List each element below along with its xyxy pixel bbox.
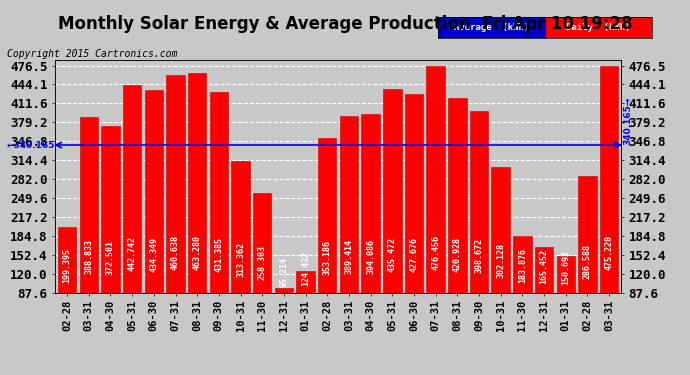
Bar: [470, 111, 489, 344]
Text: 165.452: 165.452: [540, 249, 549, 284]
Text: 431.385: 431.385: [215, 237, 224, 272]
Text: 183.876: 183.876: [518, 248, 527, 284]
Bar: [318, 138, 337, 344]
Text: Average  (kWh): Average (kWh): [454, 22, 529, 32]
Text: 372.501: 372.501: [106, 240, 115, 274]
Bar: [166, 75, 185, 344]
Bar: [297, 271, 315, 344]
Text: 442.742: 442.742: [128, 236, 137, 271]
Text: 427.676: 427.676: [409, 237, 418, 272]
Text: 398.672: 398.672: [475, 238, 484, 273]
Text: 199.395: 199.395: [63, 248, 72, 283]
Bar: [253, 193, 271, 344]
Bar: [491, 167, 510, 344]
Bar: [448, 98, 466, 344]
Bar: [58, 227, 77, 344]
Text: 95.214: 95.214: [279, 258, 288, 288]
Text: 435.472: 435.472: [388, 237, 397, 272]
Bar: [535, 247, 553, 344]
Bar: [123, 85, 141, 344]
Bar: [210, 92, 228, 344]
Text: 394.086: 394.086: [366, 238, 375, 273]
Text: 434.349: 434.349: [149, 237, 158, 272]
Bar: [405, 94, 423, 344]
Text: 420.928: 420.928: [453, 237, 462, 272]
Text: 258.303: 258.303: [258, 245, 267, 280]
Text: 302.128: 302.128: [496, 243, 505, 278]
Bar: [275, 288, 293, 344]
Bar: [578, 176, 597, 344]
Bar: [557, 256, 575, 344]
Text: 124.432: 124.432: [301, 251, 310, 286]
Bar: [339, 116, 358, 344]
Text: 150.692: 150.692: [561, 250, 570, 285]
Bar: [513, 236, 531, 344]
Text: Daily  (kWh): Daily (kWh): [566, 22, 631, 32]
Bar: [145, 90, 163, 344]
Bar: [188, 73, 206, 344]
Bar: [79, 117, 98, 344]
Text: Copyright 2015 Cartronics.com: Copyright 2015 Cartronics.com: [7, 49, 177, 59]
Bar: [383, 90, 402, 344]
Text: 389.414: 389.414: [344, 239, 353, 274]
Text: 388.833: 388.833: [84, 239, 93, 274]
Text: 475.220: 475.220: [604, 235, 613, 270]
Bar: [101, 126, 119, 344]
Text: 313.362: 313.362: [236, 242, 245, 277]
Bar: [426, 66, 445, 344]
Text: 460.638: 460.638: [171, 236, 180, 270]
Text: 286.588: 286.588: [583, 243, 592, 279]
Text: ←340.165: ←340.165: [7, 141, 55, 150]
Text: 463.280: 463.280: [193, 235, 201, 270]
Bar: [231, 161, 250, 344]
Text: Monthly Solar Energy & Average Production  Fri Apr 10 19:28: Monthly Solar Energy & Average Productio…: [58, 15, 632, 33]
Text: 476.456: 476.456: [431, 235, 440, 270]
Bar: [600, 66, 618, 344]
Text: 353.186: 353.186: [323, 240, 332, 275]
Text: 340.165→: 340.165→: [623, 97, 632, 145]
Bar: [362, 114, 380, 344]
